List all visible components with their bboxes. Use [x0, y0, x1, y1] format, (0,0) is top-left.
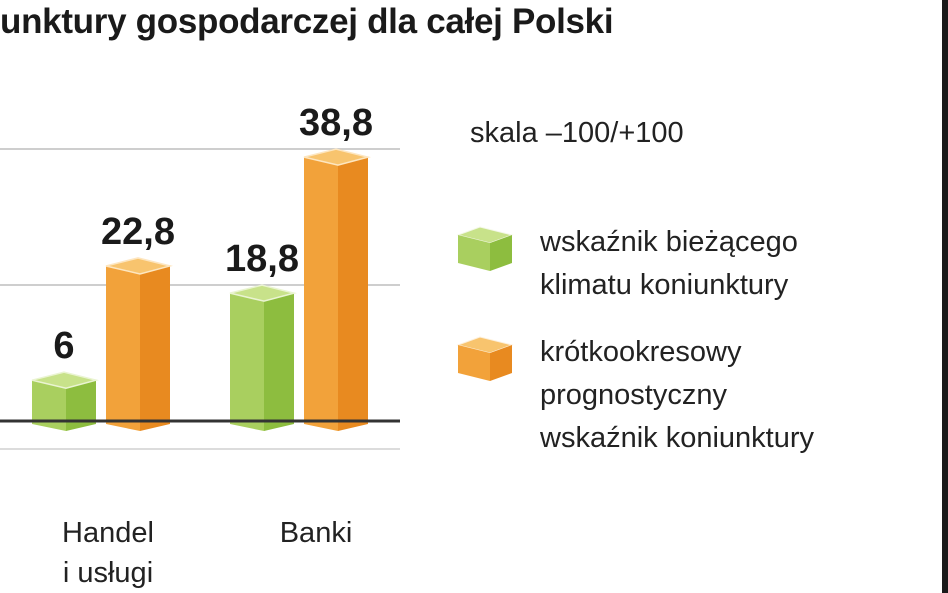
- bar-side-face: [338, 157, 368, 431]
- frame-edge: [942, 0, 948, 593]
- bar-top-face: [303, 148, 371, 166]
- legend-swatch-orange-icon: [456, 336, 514, 381]
- chart-title: unktury gospodarczej dla całej Polski: [0, 2, 614, 41]
- bar-top-face: [31, 371, 99, 389]
- bar-value-label: 38,8: [299, 102, 373, 144]
- bar-front-face: [304, 157, 338, 431]
- legend-item-current: wskaźnik bieżącego klimatu koniunktury: [452, 221, 798, 307]
- bar-value-label: 6: [53, 325, 74, 367]
- bar-side-face: [66, 380, 96, 431]
- bar-side-face: [264, 293, 294, 431]
- legend-label-forecast: krótkookresowy prognostyczny wskaźnik ko…: [540, 336, 814, 454]
- bar-top-face: [229, 284, 297, 302]
- bar-front-face: [106, 265, 140, 431]
- category-label-banki: Banki: [279, 517, 353, 549]
- legend-label-current: wskaźnik bieżącego klimatu koniunktury: [540, 226, 798, 301]
- bar-top-face: [105, 257, 173, 275]
- scale-note: skala –100/+100: [470, 117, 684, 149]
- bar-0-1: [105, 257, 173, 431]
- bar-1-1: [303, 148, 371, 431]
- bar-0-0: [31, 371, 99, 431]
- bar-front-face: [230, 293, 264, 431]
- bar-1-0: [229, 284, 297, 431]
- category-label-handel: Handel i usługi: [62, 517, 154, 589]
- bar-value-label: 22,8: [101, 211, 175, 253]
- legend-item-forecast: krótkookresowy prognostyczny wskaźnik ko…: [452, 331, 814, 460]
- bar-front-face: [32, 380, 66, 431]
- legend-swatch-green-icon: [456, 226, 514, 271]
- bar-side-face: [140, 265, 170, 431]
- bar-value-label: 18,8: [225, 238, 299, 280]
